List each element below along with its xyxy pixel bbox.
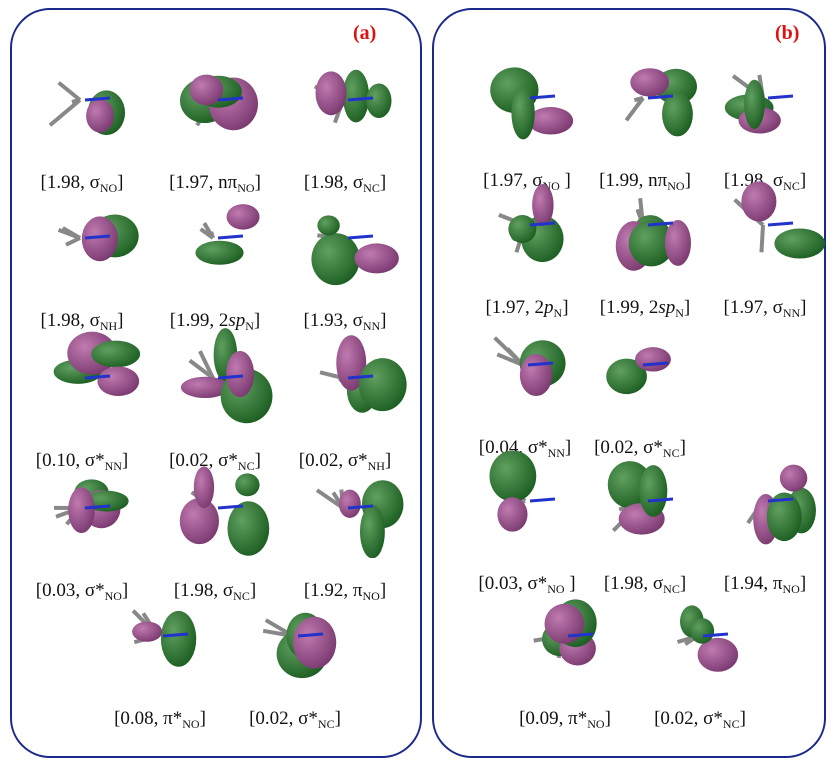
label-part: [0.02, σ* [654, 708, 723, 729]
orbital-image [648, 586, 768, 686]
label-part: ] [605, 708, 611, 729]
figure: (a)[1.98, σNO][1.97, nπNO][1.98, σNC][1.… [0, 0, 835, 768]
orbital-image [475, 48, 595, 148]
label-part: ] [380, 580, 386, 601]
label-part: [0.03, σ* [36, 580, 105, 601]
orbital-label: [0.08, π*NO] [114, 708, 206, 732]
orbital-image [293, 458, 413, 558]
orbital-image [30, 188, 150, 288]
panel-tag: (b) [775, 22, 799, 45]
orbital-image [713, 48, 833, 148]
orbital-image [30, 328, 150, 428]
orbital-image [30, 458, 150, 558]
label-part: NO [182, 717, 199, 731]
orbital-label: [0.02, σ*NC] [249, 708, 341, 732]
orbital-image [30, 50, 150, 150]
orbital-image [593, 451, 713, 551]
label-part: [0.08, π* [114, 708, 182, 729]
label-part: ] [335, 708, 341, 729]
label-part: NO [783, 582, 800, 596]
orbital-image [473, 315, 593, 415]
label-part: NO [587, 717, 604, 731]
label-part: ] [800, 573, 806, 594]
orbital-image [593, 48, 713, 148]
orbital-image [163, 458, 283, 558]
orbital-image [513, 586, 633, 686]
orbital-image [475, 175, 595, 275]
orbital-image [108, 586, 228, 686]
label-part: NC [723, 717, 740, 731]
orbital-image [163, 188, 283, 288]
label-part: NO [363, 589, 380, 603]
orbital-image [593, 175, 713, 275]
orbital-label: [0.09, π*NO] [519, 708, 611, 732]
label-part: [0.02, σ* [249, 708, 318, 729]
label-part: ] [200, 708, 206, 729]
label-part: NN [783, 306, 800, 320]
label-part: NC [318, 717, 335, 731]
orbital-image [713, 451, 833, 551]
label-part: ] [800, 297, 806, 318]
orbital-image [293, 50, 413, 150]
orbital-image [713, 175, 833, 275]
panel-tag: (a) [353, 22, 376, 45]
orbital-image [293, 328, 413, 428]
orbital-image [588, 315, 708, 415]
label-part: ] [740, 708, 746, 729]
orbital-image [163, 328, 283, 428]
label-part: [0.09, π* [519, 708, 587, 729]
label-part: [1.97, σ [724, 297, 783, 318]
orbital-label: [0.02, σ*NC] [654, 708, 746, 732]
orbital-image [163, 50, 283, 150]
orbital-label: [1.97, σNN] [724, 297, 807, 321]
orbital-image [475, 451, 595, 551]
orbital-image [243, 586, 363, 686]
orbital-image [293, 188, 413, 288]
